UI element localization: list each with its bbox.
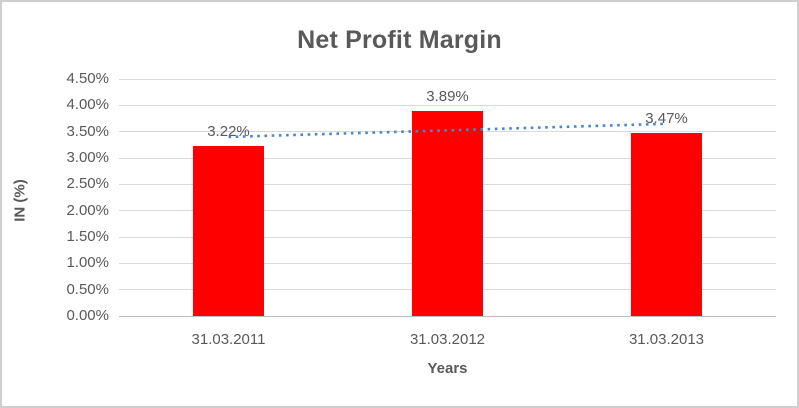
bar-31.03.2012[interactable] [412,111,483,316]
bar-31.03.2011[interactable] [193,146,264,316]
y-axis-tick-label: 1.50% [66,228,109,245]
y-axis-tick-label: 4.00% [66,96,109,114]
x-axis-tick-label: 31.03.2011 [191,331,266,348]
y-axis-title: IN (%) [11,179,29,222]
y-axis-tick-label: 3.00% [66,149,109,166]
x-axis-line [119,315,776,317]
y-axis-tick-label: 4.50% [66,70,109,87]
y-axis-tick-label: 2.50% [66,175,109,193]
bar-31.03.2013[interactable] [631,133,702,316]
data-label: 3.89% [426,88,469,106]
data-label: 3.47% [645,110,688,128]
plot-area: 0.00% 0.50% 1.00% 1.50% 2.00% 2.50% 3.00% 3.50%… [66,71,776,323]
y-axis-tick-label: 0.00% [66,307,109,324]
gridline [119,104,776,106]
y-axis-tick-label: 0.50% [66,280,109,298]
x-axis-tick-label: 31.03.2013 [628,331,705,348]
y-axis-tick-label: 1.00% [66,254,109,272]
data-label: 3.22% [207,123,250,141]
x-axis-title: Years [427,360,468,377]
y-axis-tick-label: 2.00% [66,201,109,219]
y-axis-tick-label: 3.50% [66,122,109,140]
gridline [119,78,776,80]
chart-title: Net Profit Margin [297,26,502,54]
x-axis-tick-label: 31.03.2012 [409,331,486,348]
